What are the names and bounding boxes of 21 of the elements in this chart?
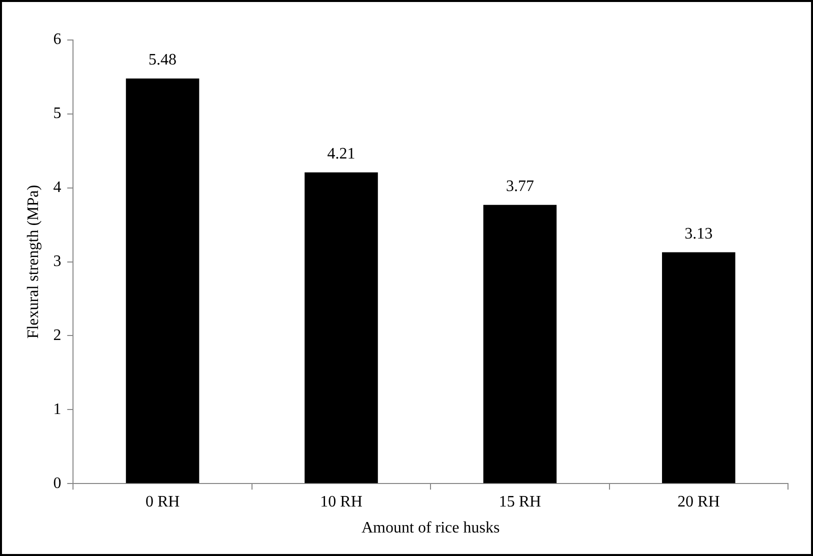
data-label: 3.77 xyxy=(506,178,534,196)
bar xyxy=(662,252,736,484)
x-tick-label: 15 RH xyxy=(498,493,542,510)
y-tick-label: 2 xyxy=(53,326,62,344)
y-tick-label: 4 xyxy=(53,179,62,196)
data-label: 4.21 xyxy=(327,146,356,163)
data-label: 5.48 xyxy=(148,52,177,69)
y-tick-label: 6 xyxy=(53,31,62,48)
x-tick-label: 20 RH xyxy=(678,493,720,510)
bar xyxy=(304,172,378,484)
bar xyxy=(126,78,200,484)
x-tick-label: 0 RH xyxy=(145,493,180,510)
x-tick-label: 10 RH xyxy=(320,493,363,510)
y-tick-label: 3 xyxy=(53,253,62,270)
data-label: 3.13 xyxy=(684,225,713,242)
y-tick-label: 5 xyxy=(53,105,62,122)
x-axis-title: Amount of rice husks xyxy=(362,520,500,537)
y-tick-label: 1 xyxy=(53,400,62,418)
y-tick-label: 0 xyxy=(53,474,62,492)
y-axis-title: Flexural strength (MPa) xyxy=(24,184,42,339)
bar xyxy=(483,204,557,484)
